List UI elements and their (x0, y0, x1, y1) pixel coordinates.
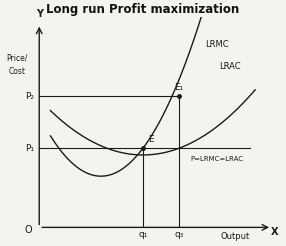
Text: P₂: P₂ (25, 92, 34, 101)
Text: E₁: E₁ (174, 83, 183, 92)
Text: Output: Output (221, 232, 250, 241)
Text: LRAC: LRAC (219, 62, 240, 71)
Text: LRMC: LRMC (205, 40, 228, 49)
Title: Long run Profit maximization: Long run Profit maximization (46, 3, 240, 16)
Text: Price/: Price/ (6, 53, 27, 62)
Text: Cost: Cost (8, 67, 25, 76)
Text: P₁: P₁ (25, 144, 34, 153)
Text: Y: Y (36, 9, 43, 19)
Text: E: E (149, 135, 154, 144)
Text: P=LRMC=LRAC: P=LRMC=LRAC (191, 156, 244, 163)
Text: q₁: q₁ (138, 230, 148, 239)
Text: O: O (24, 225, 32, 235)
Text: X: X (271, 227, 279, 237)
Text: q₃: q₃ (175, 230, 184, 239)
